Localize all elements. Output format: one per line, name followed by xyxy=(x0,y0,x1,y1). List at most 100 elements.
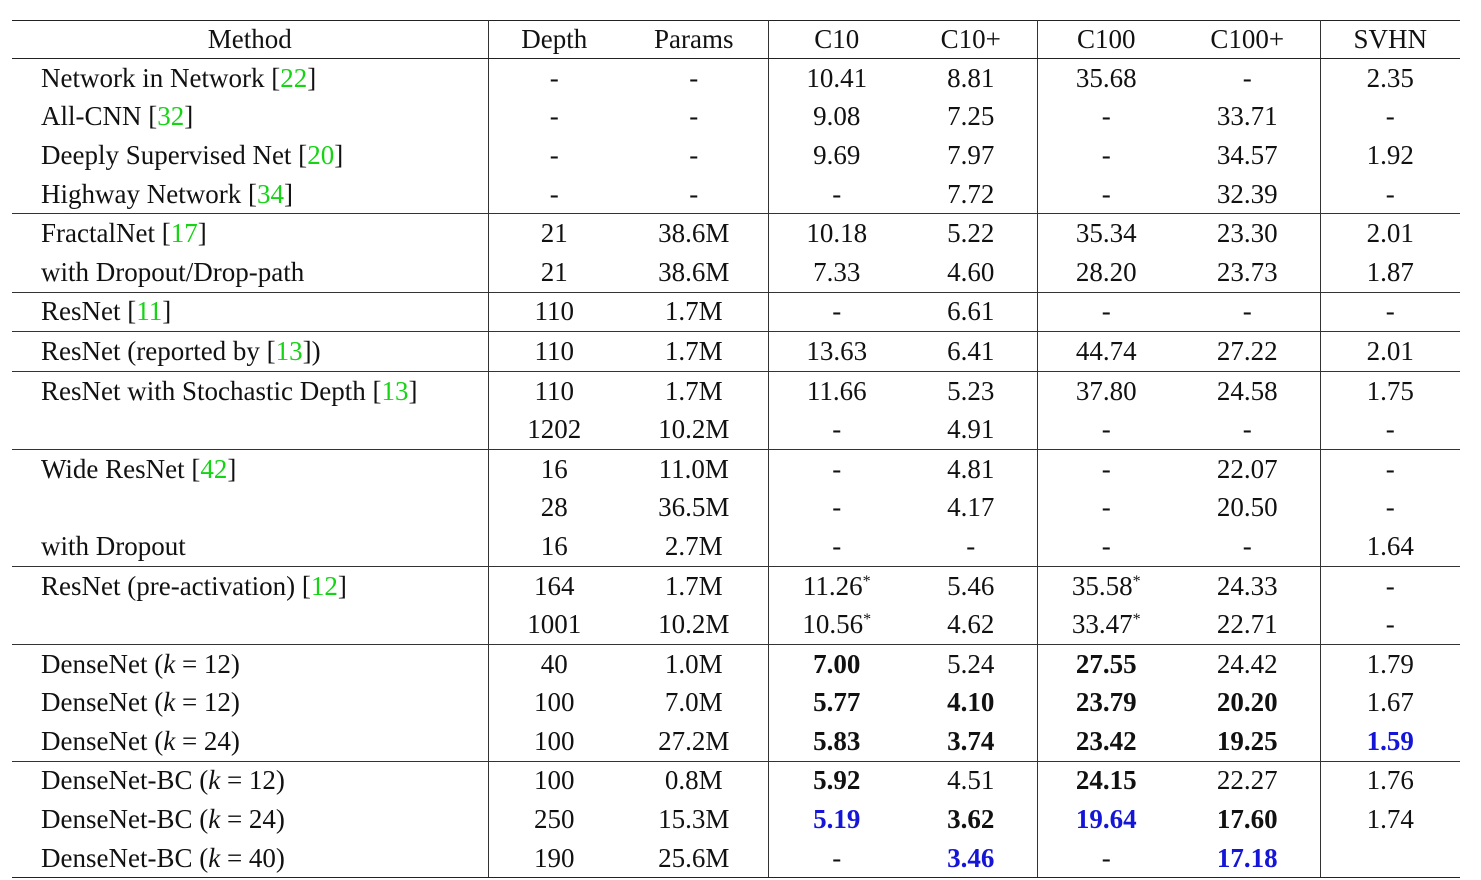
cell-text: with Dropout/Drop-path xyxy=(41,256,305,287)
superscript: * xyxy=(863,611,872,629)
table-row: DenseNet-BC (k = 12) 100 0.8M 5.92 4.51 24.15… xyxy=(12,760,1460,801)
superscript: * xyxy=(1132,611,1141,629)
column-header: Method xyxy=(12,20,489,59)
value-cell: - xyxy=(1320,605,1460,644)
value-cell: 37.80 xyxy=(1037,370,1175,411)
cell-text: 13.63 xyxy=(806,335,868,366)
cell-text: 24.15 xyxy=(1075,765,1137,796)
cell-text: - xyxy=(1101,842,1111,873)
method-cell: Wide ResNet [42] xyxy=(12,448,489,489)
table-row: DenseNet (k = 12) 40 1.0M 7.00 5.24 27.55 24.4… xyxy=(12,643,1460,684)
cell-text: 27.55 xyxy=(1075,648,1137,679)
cell-text: 16 xyxy=(540,530,568,561)
value-cell: 23.42 xyxy=(1037,722,1175,761)
cell-text: ResNet (pre-activation) [ xyxy=(41,570,311,601)
column-header: C10+ xyxy=(905,20,1038,59)
value-cell: 190 xyxy=(488,838,620,879)
value-cell: 10.2M xyxy=(620,605,769,645)
table-row: FractalNet [17] 21 38.6M 10.18 5.22 35.34 23.3… xyxy=(12,213,1460,253)
header-row: Method Depth Params C10 C10+ C100 C100+ SVHN xyxy=(12,20,1460,59)
cell-text: - xyxy=(1101,101,1111,132)
cell-text: 164 xyxy=(534,570,575,601)
value-cell: 28 xyxy=(488,489,620,528)
table-row: DenseNet (k = 12) 100 7.0M 5.77 4.10 23.79 20.… xyxy=(12,683,1460,723)
cell-text: 1.76 xyxy=(1366,765,1414,796)
value-cell: 20.20 xyxy=(1175,683,1321,723)
value-cell: 250 xyxy=(488,800,620,839)
value-cell: 4.10 xyxy=(905,683,1038,723)
cell-text: - xyxy=(832,530,842,561)
value-cell: 1.75 xyxy=(1320,370,1460,411)
cell-text: - xyxy=(1101,453,1111,484)
method-cell xyxy=(12,488,489,528)
method-cell: DenseNet (k = 12) xyxy=(12,643,489,684)
value-cell: 1.7M xyxy=(620,565,769,606)
cell-text: 5.83 xyxy=(813,725,861,756)
value-cell: 110 xyxy=(488,370,620,411)
cell-text: 110 xyxy=(534,296,575,327)
value-cell: 21 xyxy=(488,253,620,292)
cell-text: 1.92 xyxy=(1366,139,1414,170)
cell-text: DenseNet-BC ( xyxy=(41,765,209,796)
value-cell: - xyxy=(768,410,905,449)
value-cell: 35.68 xyxy=(1037,59,1175,98)
value-cell: - xyxy=(768,527,905,566)
cell-text: - xyxy=(689,178,699,209)
value-cell: 0.8M xyxy=(620,760,769,801)
table-row: DenseNet-BC (k = 24) 250 15.3M 5.19 3.62 19.6… xyxy=(12,800,1460,839)
cell-text: - xyxy=(1242,414,1252,445)
cell-text: - xyxy=(1385,453,1395,484)
cell-text: 7.72 xyxy=(947,178,995,209)
cell-text: - xyxy=(689,101,699,132)
table-row: Wide ResNet [42] 16 11.0M - 4.81 - 22.07 - xyxy=(12,448,1460,489)
value-cell: - xyxy=(1320,448,1460,489)
cell-text: 37.80 xyxy=(1075,375,1137,406)
value-cell: 8.81 xyxy=(905,58,1038,98)
value-cell: 28.20 xyxy=(1037,253,1175,292)
cell-text: DenseNet ( xyxy=(41,687,164,718)
cell-text: 5.19 xyxy=(813,804,861,835)
table-row: ResNet [11] 110 1.7M - 6.61 - - - xyxy=(12,291,1460,332)
value-cell: 25.6M xyxy=(620,838,769,879)
cell-text: k xyxy=(208,804,221,835)
cell-text: 11.66 xyxy=(806,375,867,406)
value-cell: 22.71 xyxy=(1175,605,1321,645)
cell-text: ] xyxy=(408,375,418,406)
cell-text: - xyxy=(832,414,842,445)
value-cell: - xyxy=(488,136,620,175)
value-cell: 1001 xyxy=(488,605,620,644)
value-cell: 5.77 xyxy=(768,684,905,723)
method-cell: with Dropout/Drop-path xyxy=(12,252,489,293)
value-cell: 1.7M xyxy=(620,291,769,332)
value-cell: 40 xyxy=(488,643,620,684)
value-cell: - xyxy=(768,838,905,879)
value-cell: 7.97 xyxy=(905,136,1038,175)
value-cell: 5.23 xyxy=(905,370,1038,411)
cell-text: 4.62 xyxy=(947,609,995,640)
cell-text: 5.23 xyxy=(947,375,995,406)
table-row: Network in Network [22] - - 10.41 8.81 35.68 -… xyxy=(12,58,1460,98)
cell-text: 7.33 xyxy=(813,256,861,287)
cell-text: 36.5M xyxy=(658,492,730,523)
cell-text: 10.2M xyxy=(658,609,730,640)
value-cell: 110 xyxy=(488,331,620,372)
cell-text: 22.71 xyxy=(1216,609,1278,640)
cell-text: = 12) xyxy=(220,765,285,796)
cell-text: 7.25 xyxy=(947,101,995,132)
value-cell: 16 xyxy=(488,527,620,566)
cell-text: 2.7M xyxy=(664,530,723,561)
value-cell: 1.7M xyxy=(620,370,769,411)
value-cell: 1.92 xyxy=(1320,136,1460,175)
value-cell: - xyxy=(488,98,620,137)
value-cell: 2.01 xyxy=(1320,213,1460,253)
cell-text: 1001 xyxy=(527,609,582,640)
cell-text: DenseNet ( xyxy=(41,648,164,679)
value-cell: 19.64 xyxy=(1037,800,1175,839)
table-row: DenseNet (k = 24) 100 27.2M 5.83 3.74 23.42 19… xyxy=(12,722,1460,762)
value-cell: - xyxy=(1320,175,1460,214)
value-cell: 24.33 xyxy=(1175,565,1321,606)
method-cell: DenseNet (k = 12) xyxy=(12,683,489,723)
cell-text: 5.22 xyxy=(947,218,995,249)
cell-text: 10.2M xyxy=(658,414,730,445)
cell-text: - xyxy=(549,62,559,93)
